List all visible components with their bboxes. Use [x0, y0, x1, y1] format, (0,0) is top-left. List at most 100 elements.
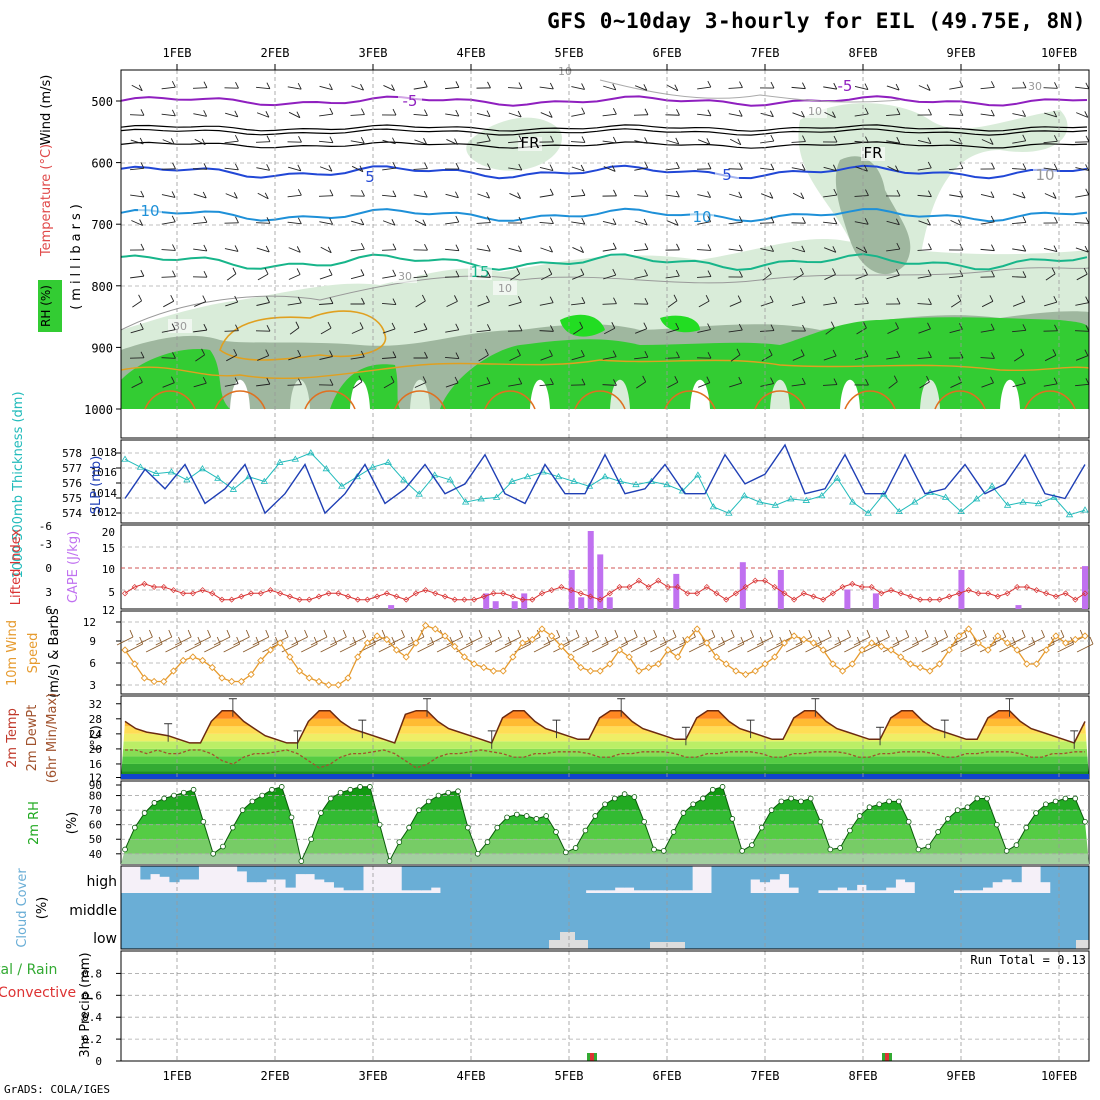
wind-barb-flag	[990, 323, 995, 330]
wind-barb	[792, 112, 805, 118]
cape-bar	[739, 562, 746, 609]
wind-barb	[446, 139, 458, 145]
tick-label: 577	[62, 462, 82, 475]
wind-barb	[161, 86, 176, 90]
rh-marker	[768, 807, 775, 813]
wind-barb	[193, 87, 207, 89]
wind-barb	[634, 85, 648, 91]
tick-label: 12	[83, 616, 96, 629]
wind-barb-flag	[422, 219, 427, 226]
rh-marker	[1043, 801, 1049, 808]
barb-10m-flag	[876, 636, 881, 645]
wind-barb-flag	[832, 164, 837, 171]
barb-10m	[630, 643, 648, 653]
wind-barb	[414, 139, 427, 145]
barb-10m-flag	[827, 629, 832, 638]
li-marker	[248, 590, 255, 597]
wind-barb	[256, 141, 270, 143]
thickness-marker	[694, 471, 702, 478]
wind-barb	[351, 85, 364, 91]
wind-barb	[288, 166, 301, 172]
wind-barb-flag	[958, 137, 963, 145]
barb-10m-flag	[178, 636, 182, 645]
rh-marker	[229, 824, 236, 831]
barb-10m-flag	[915, 636, 919, 645]
wind-barb	[856, 327, 867, 335]
wind-barb-flag	[172, 352, 176, 359]
wind-barb	[541, 273, 552, 281]
tick-label: 50	[89, 833, 102, 846]
rh-band	[121, 853, 1089, 864]
li-marker	[1004, 590, 1011, 597]
wind-barb-flag	[329, 350, 333, 357]
wind-barb	[823, 166, 837, 172]
wind-barb-flag	[1053, 163, 1058, 171]
wind-barb-flag	[455, 191, 459, 198]
wind-barb-flag	[707, 352, 712, 359]
wind-speed-marker	[538, 625, 546, 633]
cloud-high-bar	[779, 866, 790, 875]
wind-barb-flag	[327, 246, 332, 253]
tick-label: 20	[89, 743, 102, 756]
rh-marker	[847, 827, 853, 834]
dewpoint-line	[125, 749, 1085, 769]
rh-marker	[641, 818, 647, 825]
barb-10m-flag	[391, 636, 396, 645]
wind-barb-flag	[612, 136, 617, 144]
wind-barb-flag	[358, 375, 363, 382]
li-marker	[267, 587, 274, 594]
rh-marker	[1052, 798, 1059, 805]
rh-marker	[602, 801, 608, 808]
wind-barb	[571, 302, 585, 306]
wind-barb	[634, 356, 648, 360]
li-marker	[587, 593, 594, 600]
wind-barb	[728, 221, 743, 225]
cloud-high-bar	[585, 866, 596, 891]
chart-title: GFS 0~10day 3-hourly for EIL (49.75E, 8N…	[547, 9, 1086, 33]
wind-barb	[917, 356, 932, 360]
rh-marker	[327, 795, 334, 802]
wind-barb-flag	[233, 192, 238, 199]
thickness-marker	[461, 498, 470, 505]
wind-barb-flag	[455, 162, 460, 170]
wind-barb-flag	[1022, 324, 1027, 331]
wind-barb	[823, 247, 837, 253]
wind-barb-flag	[581, 189, 586, 196]
wind-barb-flag	[203, 81, 208, 88]
pressure-tick-label: 1000	[84, 403, 113, 417]
rh-marker	[1072, 795, 1079, 802]
rh-marker	[131, 824, 138, 831]
wind-barb	[823, 86, 837, 90]
li-marker	[451, 596, 458, 603]
temp-base-band	[121, 774, 1089, 779]
li-marker	[490, 590, 497, 597]
rh-marker	[896, 798, 902, 805]
li-marker	[325, 590, 332, 597]
tick-label: 0.2	[82, 1033, 102, 1046]
ylabel-temp-unit: (°C)	[89, 725, 104, 751]
contour-25	[219, 310, 387, 361]
li-marker	[228, 596, 235, 603]
wind-barb	[855, 246, 868, 254]
li-marker	[141, 580, 148, 587]
wind-barb-flag	[455, 352, 460, 359]
wind-barb-flag	[296, 246, 301, 253]
wind-barb-flag	[833, 135, 838, 143]
wind-barb	[729, 138, 742, 146]
wind-barb-flag	[360, 242, 365, 250]
wind-barb	[666, 220, 679, 226]
wind-barb	[193, 168, 207, 170]
wind-barb-flag	[235, 81, 239, 89]
ylabel-lifted-index: Lifted Index	[9, 528, 24, 605]
wind-barb-flag	[360, 269, 365, 276]
wind-barb	[1075, 222, 1089, 224]
barb-10m-flag	[313, 636, 318, 645]
wind-barb	[132, 300, 142, 308]
wind-speed-marker	[441, 632, 449, 640]
wind-barb	[1012, 193, 1026, 199]
wind-barb-flag	[959, 162, 964, 169]
tick-label: 0	[95, 1055, 102, 1068]
wind-barb	[854, 221, 869, 225]
